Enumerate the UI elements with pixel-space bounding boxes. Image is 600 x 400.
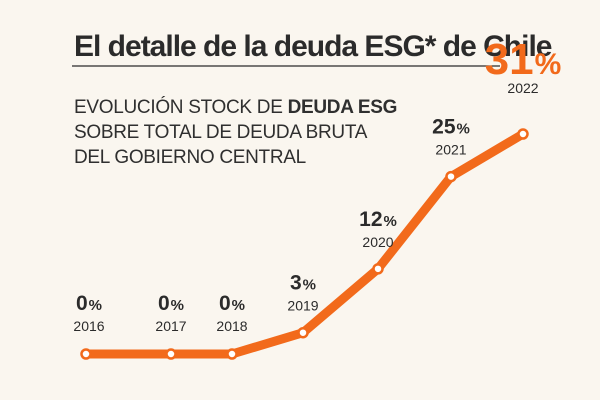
value-number-2019: 3 <box>290 272 302 295</box>
data-point-2017 <box>165 348 177 360</box>
year-label-2017: 2017 <box>155 318 186 334</box>
data-point-2022 <box>517 128 529 140</box>
labels-layer: 0%20160%20170%20183%201912%202025%202131… <box>73 35 561 334</box>
data-point-2019 <box>297 326 309 339</box>
value-label-2022: 31% <box>485 35 562 84</box>
value-number-2018: 0 <box>219 292 231 315</box>
value-label-2016: 0% <box>76 292 102 315</box>
value-unit-2020: % <box>384 213 397 230</box>
year-label-2019: 2019 <box>287 298 318 314</box>
value-label-2020: 12% <box>359 208 397 231</box>
value-number-2016: 0 <box>76 292 88 315</box>
data-point-2021 <box>445 170 457 183</box>
value-number-2020: 12 <box>359 208 382 231</box>
year-label-2018: 2018 <box>216 318 247 334</box>
value-unit-2021: % <box>457 121 470 138</box>
value-label-2017: 0% <box>158 292 184 315</box>
subtitle-line-1-prefix: EVOLUCIÓN STOCK DE <box>74 96 288 118</box>
year-label-2020: 2020 <box>362 234 393 250</box>
year-label-2016: 2016 <box>73 318 104 334</box>
points-layer <box>80 128 529 360</box>
data-point-2018 <box>226 348 238 360</box>
year-label-2021: 2021 <box>435 142 466 158</box>
value-unit-2019: % <box>303 277 316 294</box>
value-number-2022: 31 <box>485 35 534 84</box>
chart-title: El detalle de la deuda ESG* de Chile <box>74 30 552 63</box>
subtitle-line-2: SOBRE TOTAL DE DEUDA BRUTA <box>74 122 368 143</box>
value-number-2021: 25 <box>432 116 456 139</box>
subtitle-line-1-bold: DEUDA ESG <box>288 97 398 118</box>
value-unit-2016: % <box>89 297 102 314</box>
subtitle-line-3: DEL GOBIERNO CENTRAL <box>74 147 306 168</box>
value-label-2018: 0% <box>219 292 245 315</box>
value-number-2017: 0 <box>158 292 170 315</box>
value-unit-2022: % <box>535 48 562 81</box>
year-label-2022: 2022 <box>507 80 538 96</box>
value-unit-2018: % <box>232 297 245 314</box>
value-unit-2017: % <box>171 297 184 314</box>
value-label-2021: 25% <box>432 116 470 139</box>
value-label-2019: 3% <box>290 272 316 295</box>
data-point-2016 <box>80 348 92 360</box>
data-point-2020 <box>372 263 384 275</box>
subtitle-line-1: EVOLUCIÓN STOCK DE DEUDA ESG <box>74 96 397 118</box>
